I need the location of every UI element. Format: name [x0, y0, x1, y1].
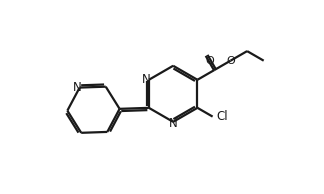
Text: O: O: [205, 56, 214, 67]
Text: Cl: Cl: [216, 110, 228, 123]
Text: O: O: [226, 56, 235, 66]
Text: N: N: [169, 117, 178, 130]
Text: N: N: [142, 73, 151, 86]
Text: N: N: [73, 81, 82, 94]
